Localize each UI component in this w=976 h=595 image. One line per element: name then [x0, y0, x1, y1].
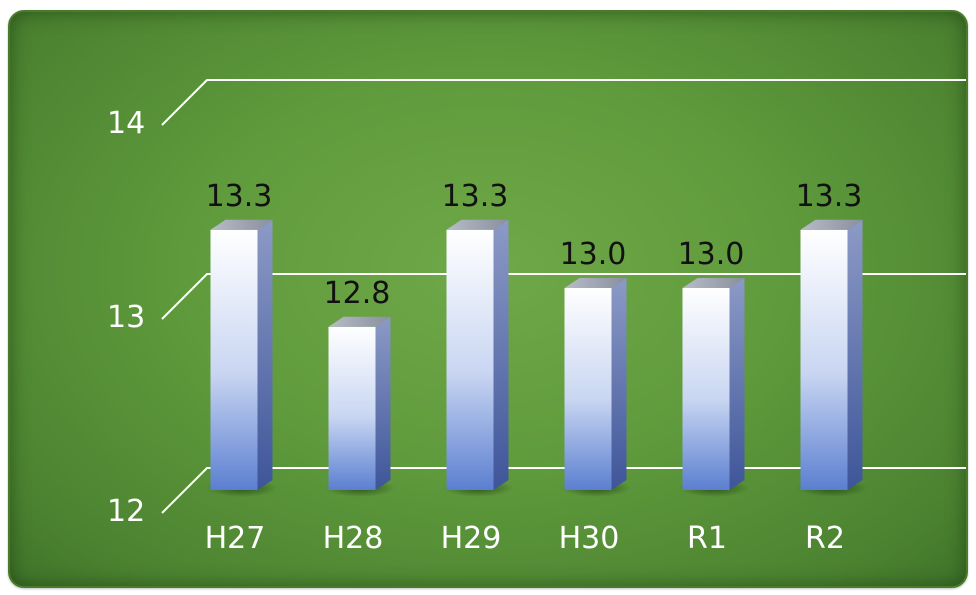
bar [442, 219, 514, 497]
bar [796, 219, 868, 497]
y-tick-label: 12 [107, 494, 145, 529]
data-label: 13.3 [206, 179, 273, 214]
data-label: 13.0 [560, 237, 627, 272]
data-label: 13.3 [442, 179, 509, 214]
y-tick-label: 14 [107, 106, 145, 141]
chart-panel: 12 13 14 13.3 H27 12.8 H28 13.3 H29 13.0 H30 13.0 R1… [8, 10, 968, 588]
bar-chart: 12 13 14 13.3 H27 12.8 H28 13.3 H29 13.0 H30 13.0 R1… [107, 79, 966, 556]
data-label: 13.3 [796, 179, 863, 214]
data-label: 12.8 [324, 276, 391, 311]
x-tick-label: H27 [205, 521, 266, 556]
x-tick-label: H29 [441, 521, 502, 556]
x-tick-label: H30 [559, 521, 620, 556]
bar [678, 278, 750, 497]
bar [206, 219, 278, 497]
y-tick-label: 13 [107, 300, 145, 335]
x-tick-label: H28 [323, 521, 384, 556]
gridline [161, 273, 966, 320]
bar [560, 278, 632, 497]
gridline [161, 79, 966, 126]
x-tick-label: R1 [687, 521, 727, 556]
x-tick-label: R2 [805, 521, 845, 556]
data-label: 13.0 [678, 237, 745, 272]
bar [324, 316, 396, 497]
